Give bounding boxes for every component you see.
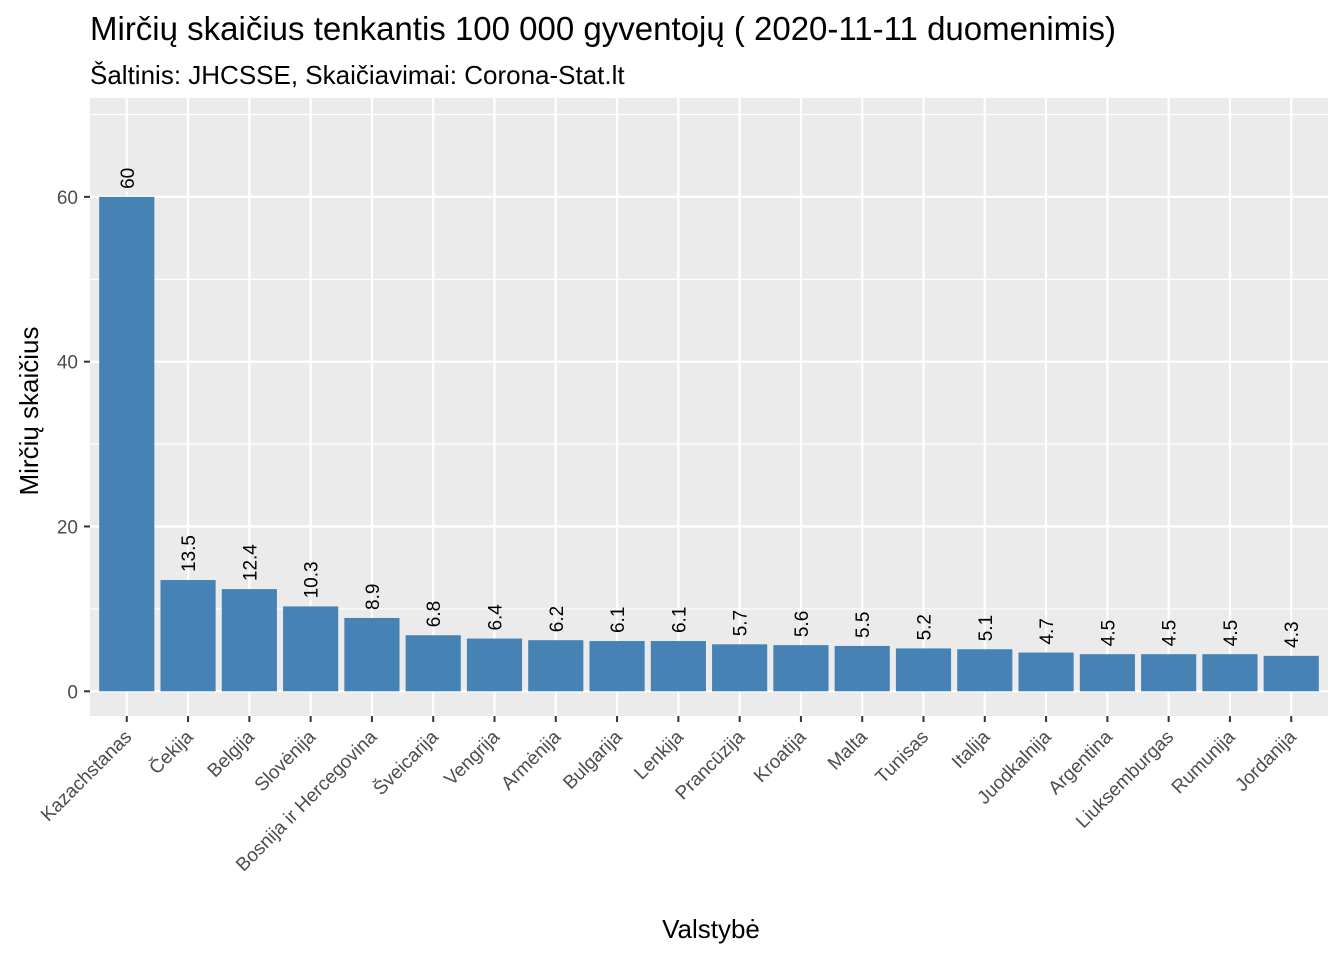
bar	[99, 196, 155, 692]
y-tick-label: 60	[57, 188, 78, 209]
bar-value-label: 4.5	[1221, 620, 1242, 646]
bar	[221, 589, 277, 692]
bar-value-label: 4.5	[1160, 620, 1181, 646]
x-tick-label: Rumunija	[1168, 726, 1240, 798]
bar-value-label: 5.5	[853, 612, 874, 638]
x-axis: Kazachstanas Čekija BelgijaSlovėnijaBosnij…	[37, 716, 1301, 876]
bar	[1141, 654, 1197, 692]
x-tick-label: Vengrija	[441, 726, 505, 790]
y-axis: 0 20 40 60	[57, 188, 90, 703]
bar	[650, 641, 706, 692]
bar-value-label: 12.4	[240, 544, 261, 581]
bar-value-label: 6.1	[669, 607, 690, 633]
bar	[895, 648, 952, 692]
bar-value-label: 4.3	[1282, 621, 1303, 647]
bar	[528, 640, 584, 692]
bar	[283, 606, 339, 692]
bar-value-label: 10.3	[302, 561, 323, 598]
bar-value-label: 5.7	[731, 610, 752, 636]
x-tick-label: Šveicarija	[369, 726, 443, 800]
y-axis-title: Mirčių skaičius	[14, 326, 44, 495]
x-tick-label: Bulgarija	[559, 726, 626, 793]
bar	[160, 580, 216, 692]
bar	[957, 649, 1013, 692]
x-tick-label: Lenkija	[630, 726, 688, 784]
x-tick-label: Belgija	[204, 726, 259, 781]
bar-value-label: 4.5	[1098, 620, 1119, 646]
bar	[1018, 652, 1074, 692]
x-tick-label: Malta	[824, 726, 872, 774]
x-tick-label: Čekija	[145, 726, 198, 779]
bar	[466, 638, 523, 692]
bar-value-label: 5.2	[915, 614, 936, 640]
bars	[99, 196, 1319, 692]
bar-value-label: 6.1	[608, 607, 629, 633]
x-tick-label: Kroatija	[750, 726, 811, 787]
x-tick-label: Kazachstanas	[37, 727, 136, 826]
value-labels: 60 13.5 12.4 10.3 8.9 6.8 6.4 6.2 6.1 6.1 5.7 5.6 5.…	[118, 168, 1303, 648]
x-tick-label: Italija	[948, 726, 995, 773]
bar-value-label: 6.8	[424, 601, 445, 627]
y-tick-label: 0	[67, 682, 78, 703]
bar	[712, 644, 768, 692]
bar	[1263, 655, 1319, 692]
bar	[1079, 654, 1135, 692]
bar-value-label: 6.2	[547, 606, 568, 632]
bar-value-label: 60	[118, 168, 139, 189]
bar	[405, 635, 461, 692]
bar	[773, 645, 829, 692]
bar	[1202, 654, 1258, 692]
chart-title: Mirčių skaičius tenkantis 100 000 gyvent…	[90, 10, 1116, 47]
bar-value-label: 8.9	[363, 584, 384, 610]
bar-value-label: 5.6	[792, 611, 813, 637]
bar	[834, 645, 890, 692]
bar	[344, 617, 400, 692]
x-tick-label: Jordanija	[1231, 726, 1301, 796]
y-tick-label: 40	[57, 353, 78, 374]
x-tick-label: Tunisas	[872, 727, 933, 788]
x-tick-label: Armėnija	[497, 726, 565, 794]
bar-value-label: 5.1	[976, 615, 997, 641]
y-tick-label: 20	[57, 517, 78, 538]
bar	[589, 641, 645, 692]
bar-value-label: 4.7	[1037, 618, 1058, 644]
x-axis-title: Valstybė	[662, 914, 760, 944]
bar-value-label: 13.5	[179, 535, 200, 572]
bar-value-label: 6.4	[485, 604, 506, 631]
chart-subtitle: Šaltinis: JHCSSE, Skaičiavimai: Corona-S…	[90, 60, 625, 90]
